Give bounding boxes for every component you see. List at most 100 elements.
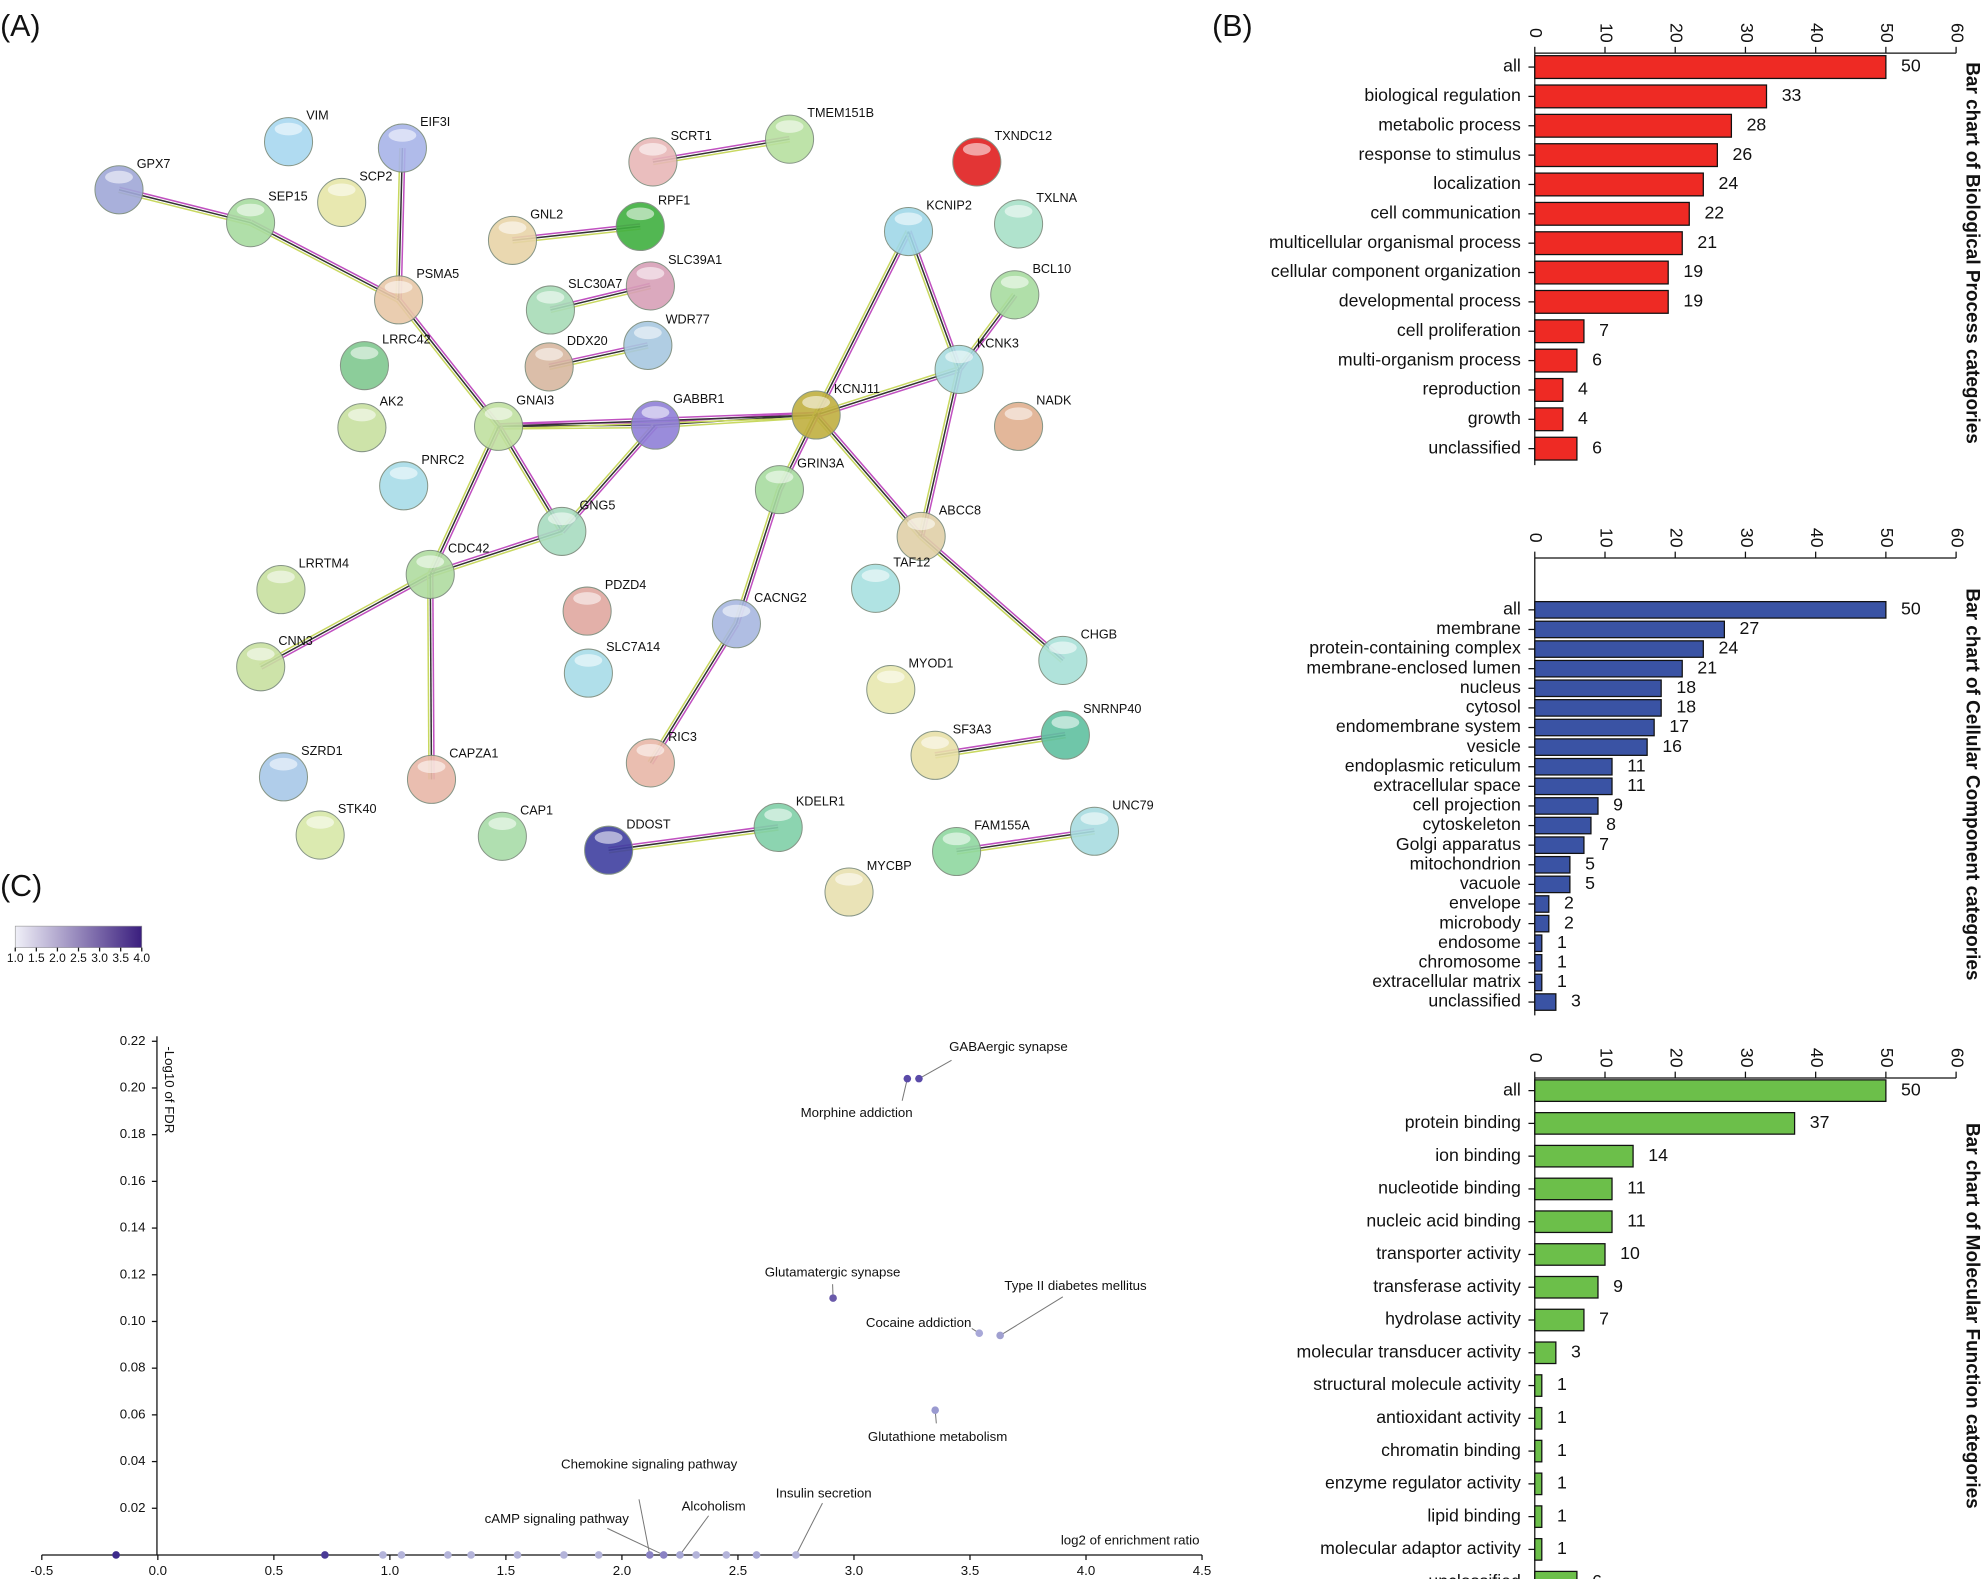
data-label: 1 (1557, 1473, 1567, 1493)
y-tick-label: developmental process (1339, 291, 1521, 311)
y-tick-label: 0.04 (120, 1453, 146, 1468)
data-label: 9 (1613, 795, 1623, 815)
node-highlight (636, 266, 665, 280)
point (379, 1551, 387, 1559)
node-label: SCRT1 (671, 129, 712, 143)
node-label: FAM155A (974, 819, 1030, 833)
y-tick-label: biological regulation (1364, 85, 1520, 105)
x-tick-label: 20 (1667, 1048, 1687, 1068)
node-label: CNN3 (278, 634, 312, 648)
node-highlight (105, 170, 133, 184)
x-tick-label: 0.5 (265, 1563, 283, 1578)
node-highlight (416, 555, 445, 569)
y-tick-label: enzyme regulator activity (1325, 1473, 1521, 1493)
node-label: GNG5 (580, 498, 616, 512)
data-label: 9 (1613, 1276, 1623, 1296)
node-label: CDC42 (448, 541, 489, 555)
data-label: 21 (1697, 657, 1717, 677)
node-highlight (641, 406, 670, 419)
y-tick-label: multicellular organismal process (1269, 232, 1521, 252)
node-highlight (484, 407, 513, 421)
x-tick-label: 60 (1947, 1048, 1967, 1068)
node-highlight (594, 831, 623, 844)
node-label: SCP2 (359, 169, 392, 183)
node-highlight (269, 757, 298, 771)
y-tick-label: 0.10 (120, 1313, 146, 1328)
node-highlight (942, 832, 971, 846)
data-label: 19 (1683, 291, 1703, 311)
bar (1534, 1538, 1543, 1561)
node-highlight (722, 604, 751, 618)
node-highlight (246, 647, 275, 661)
node-label: SF3A3 (953, 722, 992, 736)
y-tick-label: chromatin binding (1381, 1440, 1521, 1460)
node-label: KCNK3 (977, 336, 1019, 350)
bar (1534, 1210, 1613, 1234)
node-highlight (417, 760, 446, 774)
node-label: KCNJ11 (834, 382, 880, 396)
colorbar-tick-label: 2.5 (70, 951, 87, 965)
y-tick-label: molecular adaptor activity (1320, 1538, 1521, 1558)
edge (395, 147, 401, 300)
bar (1534, 699, 1662, 717)
y-tick-label: microbody (1439, 912, 1521, 932)
edge (259, 571, 430, 666)
bar (1534, 875, 1571, 894)
y-tick-label: response to stimulus (1359, 144, 1522, 164)
y-tick-label: all (1503, 1079, 1521, 1099)
y-tick-label: transferase activity (1373, 1276, 1521, 1296)
y-tick-label: molecular transducer activity (1297, 1341, 1521, 1361)
y-tick-label: 0.20 (120, 1079, 146, 1094)
node-label: SZRD1 (301, 744, 342, 758)
bar (1534, 1308, 1585, 1332)
colorbar-tick-label: 4.0 (133, 951, 150, 965)
bar (1534, 260, 1669, 285)
bar (1534, 1177, 1613, 1201)
x-tick-label: 40 (1807, 528, 1827, 548)
data-label: 33 (1782, 85, 1802, 105)
data-label: 50 (1901, 1079, 1921, 1099)
bar (1534, 797, 1599, 815)
node-label: SLC7A14 (606, 640, 660, 654)
edge (651, 624, 740, 765)
point (792, 1551, 800, 1559)
y-tick-label: 0.06 (120, 1406, 146, 1421)
node-label: CAPZA1 (449, 746, 498, 760)
label-leader (607, 1527, 664, 1556)
colorbar (14, 925, 143, 948)
x-tick-label: 4.0 (1077, 1563, 1095, 1578)
bar (1534, 1472, 1543, 1496)
node-label: RIC3 (668, 730, 697, 744)
colorbar-tick-label: 1.0 (7, 951, 24, 965)
node-highlight (1004, 407, 1033, 421)
y-tick-label: membrane-enclosed lumen (1306, 657, 1521, 677)
data-label: 7 (1599, 834, 1609, 854)
node-highlight (639, 142, 667, 156)
label-leader (918, 1059, 952, 1080)
node-highlight (765, 470, 794, 484)
bar (1534, 1341, 1557, 1365)
point (975, 1329, 984, 1337)
edge (813, 416, 920, 539)
data-label: 14 (1648, 1145, 1668, 1165)
data-label: 11 (1627, 755, 1645, 775)
data-label: 7 (1599, 1309, 1609, 1329)
edge (431, 427, 502, 576)
edge (427, 425, 497, 574)
bar (1534, 836, 1585, 855)
colorbar-tick-label: 1.5 (28, 951, 45, 965)
point-label: GABAergic synapse (949, 1039, 1068, 1054)
node-label: DDOST (626, 817, 671, 831)
node-highlight (921, 736, 949, 750)
edge (429, 574, 433, 780)
bar (1534, 1406, 1543, 1430)
node-highlight (389, 466, 418, 480)
node-highlight (861, 569, 890, 583)
chart-title: Bar chart of Cellular Component categori… (1961, 588, 1982, 980)
edge (249, 224, 398, 303)
node-highlight (636, 743, 665, 757)
edge (815, 414, 922, 537)
data-label: 37 (1810, 1112, 1830, 1132)
node-highlight (573, 592, 602, 605)
